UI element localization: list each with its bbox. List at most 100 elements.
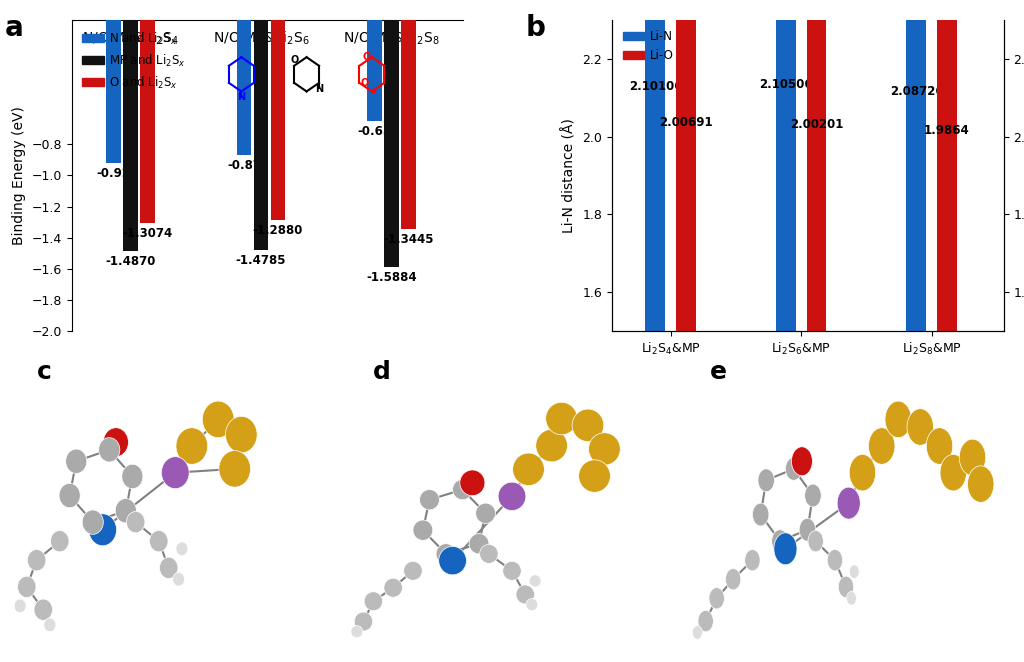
Bar — [645, 0, 666, 331]
Bar — [140, 20, 155, 223]
Text: -1.3074: -1.3074 — [122, 227, 172, 240]
Circle shape — [173, 573, 184, 586]
Text: 2.10506: 2.10506 — [759, 78, 813, 91]
Legend: Li-N, Li-O: Li-N, Li-O — [617, 26, 678, 67]
Circle shape — [34, 599, 52, 620]
Legend: N and Li$_2$S$_x$, MP and Li$_2$S$_x$, O and Li$_2$S$_x$: N and Li$_2$S$_x$, MP and Li$_2$S$_x$, O… — [78, 26, 191, 95]
Circle shape — [17, 576, 36, 598]
Text: -1.5884: -1.5884 — [367, 271, 417, 284]
Circle shape — [940, 454, 967, 491]
Circle shape — [805, 484, 821, 507]
Circle shape — [351, 626, 362, 638]
Text: -0.87: -0.87 — [227, 159, 261, 172]
Circle shape — [116, 498, 136, 523]
Circle shape — [546, 402, 578, 435]
Circle shape — [176, 542, 187, 555]
Circle shape — [225, 416, 257, 453]
Circle shape — [529, 575, 541, 587]
Circle shape — [516, 585, 535, 604]
Bar — [776, 0, 796, 331]
Text: N: N — [238, 92, 246, 102]
Circle shape — [698, 610, 714, 632]
Circle shape — [849, 565, 859, 579]
Y-axis label: Li-N distance (Å): Li-N distance (Å) — [562, 118, 577, 233]
Circle shape — [14, 599, 26, 613]
Bar — [123, 20, 137, 251]
Circle shape — [827, 549, 843, 571]
Circle shape — [453, 479, 472, 500]
Circle shape — [460, 470, 485, 496]
Circle shape — [365, 592, 383, 611]
Circle shape — [868, 428, 895, 464]
Circle shape — [476, 503, 496, 524]
Circle shape — [384, 578, 402, 597]
Circle shape — [420, 490, 439, 510]
Bar — [254, 20, 268, 250]
Circle shape — [82, 510, 103, 534]
Text: -0.65: -0.65 — [357, 125, 391, 138]
Bar — [237, 20, 251, 155]
Circle shape — [709, 588, 724, 609]
Circle shape — [89, 514, 117, 545]
Circle shape — [403, 561, 422, 581]
Bar — [676, 0, 696, 331]
Circle shape — [968, 466, 994, 502]
Text: d: d — [374, 360, 391, 384]
Circle shape — [176, 428, 208, 464]
Circle shape — [160, 557, 178, 579]
Text: O: O — [362, 52, 371, 62]
Text: 2.00691: 2.00691 — [659, 117, 713, 129]
Circle shape — [885, 401, 911, 438]
Circle shape — [774, 533, 797, 565]
Circle shape — [589, 433, 621, 465]
Bar — [384, 20, 398, 267]
Circle shape — [772, 530, 788, 553]
Circle shape — [799, 518, 816, 542]
Circle shape — [50, 530, 69, 552]
Circle shape — [785, 457, 802, 481]
Circle shape — [126, 512, 145, 533]
Circle shape — [103, 428, 128, 457]
Bar — [807, 0, 826, 331]
Circle shape — [536, 430, 567, 462]
Bar — [368, 20, 382, 121]
Circle shape — [808, 530, 823, 552]
Circle shape — [838, 487, 860, 519]
Circle shape — [849, 454, 876, 491]
Bar — [401, 20, 416, 229]
Bar — [106, 20, 121, 163]
Text: 2.10106: 2.10106 — [629, 79, 682, 93]
Circle shape — [579, 460, 610, 493]
Text: O: O — [290, 55, 298, 65]
Circle shape — [122, 464, 143, 489]
Circle shape — [219, 451, 251, 487]
Circle shape — [203, 401, 234, 438]
Circle shape — [98, 438, 120, 462]
Circle shape — [503, 561, 521, 581]
Text: O: O — [360, 78, 369, 88]
Circle shape — [526, 598, 538, 611]
Circle shape — [959, 439, 986, 476]
Text: N: N — [315, 83, 324, 93]
Text: -1.2880: -1.2880 — [253, 224, 303, 237]
Circle shape — [847, 591, 856, 605]
Bar — [270, 20, 285, 220]
Bar — [937, 0, 957, 331]
Circle shape — [469, 534, 488, 554]
Circle shape — [513, 453, 545, 485]
Circle shape — [438, 546, 467, 575]
Circle shape — [162, 457, 189, 489]
Circle shape — [498, 482, 526, 510]
Circle shape — [927, 428, 952, 464]
Circle shape — [479, 544, 498, 563]
Circle shape — [44, 618, 55, 632]
Text: -1.4870: -1.4870 — [105, 255, 156, 268]
Text: c: c — [37, 360, 51, 384]
Circle shape — [839, 576, 854, 598]
Circle shape — [572, 409, 604, 442]
Circle shape — [907, 408, 934, 446]
Circle shape — [150, 530, 168, 552]
Text: 1.9864: 1.9864 — [924, 124, 970, 137]
Text: -1.4785: -1.4785 — [236, 254, 286, 267]
Text: -1.3445: -1.3445 — [383, 233, 433, 246]
